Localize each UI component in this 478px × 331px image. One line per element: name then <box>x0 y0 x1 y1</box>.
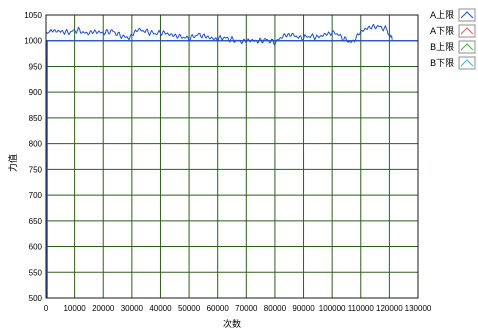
legend-label: B下限 <box>430 58 454 69</box>
legend-swatch-box <box>458 56 476 70</box>
y-tick-label: 800 <box>29 140 43 149</box>
y-tick-label: 600 <box>29 243 43 252</box>
series-line <box>45 23 393 46</box>
legend-swatch-box <box>458 8 476 22</box>
x-tick-label: 70000 <box>235 304 258 313</box>
x-tick-label: 130000 <box>405 304 432 313</box>
y-tick-labels: 500 550 600 650 700 750 800 850 900 950 1000 1050 <box>24 11 42 303</box>
y-tick-label: 700 <box>29 191 43 200</box>
x-tick-label: 80000 <box>264 304 287 313</box>
plot-background <box>46 15 418 298</box>
x-tick-label: 120000 <box>376 304 403 313</box>
x-tick-label: 110000 <box>348 304 375 313</box>
x-tick-label: 50000 <box>178 304 201 313</box>
legend-label: A上限 <box>430 10 454 21</box>
x-tick-labels: 0 10000 20000 30000 40000 50000 60000 70000 8000… <box>44 304 432 313</box>
y-tick-label: 750 <box>29 165 43 174</box>
legend-swatch-box <box>458 40 476 54</box>
y-tick-label: 1000 <box>24 37 42 46</box>
y-tick-label: 500 <box>29 294 43 303</box>
legend-swatch-line <box>460 27 474 35</box>
x-tick-label: 90000 <box>292 304 315 313</box>
y-tick-label: 1050 <box>24 11 42 20</box>
x-tick-label: 60000 <box>207 304 230 313</box>
y-tick-label: 850 <box>29 114 43 123</box>
legend-swatch-line <box>460 43 474 51</box>
x-tick-label: 0 <box>44 304 49 313</box>
legend-swatch-line <box>460 59 474 67</box>
x-axis-title: 次数 <box>223 318 241 330</box>
y-tick-label: 550 <box>29 268 43 277</box>
y-tick-label: 650 <box>29 217 43 226</box>
legend-swatch-line <box>460 11 474 19</box>
legend: A上限 A下限 B上限 B下限 <box>430 8 476 70</box>
legend-swatch-box <box>458 24 476 38</box>
x-tick-label: 100000 <box>319 304 346 313</box>
x-tick-label: 30000 <box>121 304 144 313</box>
series-lines <box>45 23 418 298</box>
x-tick-label: 10000 <box>63 304 86 313</box>
y-tick-label: 900 <box>29 88 43 97</box>
y-axis-title: 力值 <box>7 154 19 172</box>
plot-frame <box>45 14 419 299</box>
legend-label: B上限 <box>430 42 454 53</box>
x-tick-label: 40000 <box>149 304 172 313</box>
x-tick-label: 20000 <box>92 304 115 313</box>
y-tick-label: 950 <box>29 62 43 71</box>
legend-label: A下限 <box>430 26 454 37</box>
